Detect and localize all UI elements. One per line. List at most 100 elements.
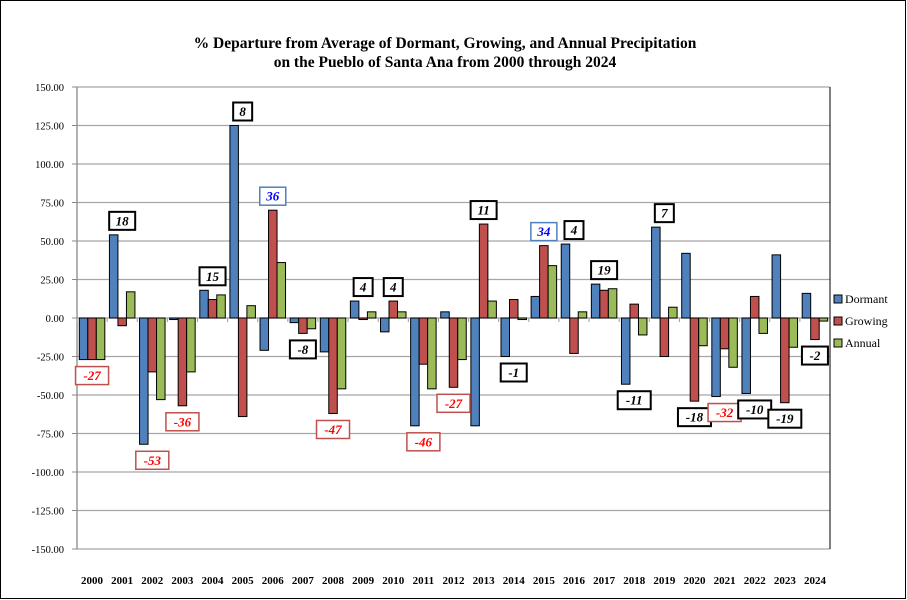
- x-tick-label: 2018: [623, 575, 646, 587]
- x-tick-label: 2006: [262, 575, 285, 587]
- bar-growing-2015: [539, 245, 549, 319]
- y-tick-label: 25.00: [40, 276, 64, 287]
- data-label-2010: 4: [382, 277, 404, 298]
- bar-dormant-2016: [560, 243, 571, 319]
- data-label-2005: 8: [232, 101, 254, 122]
- y-tick-label: 0.00: [46, 314, 64, 325]
- bar-dormant-2008: [319, 317, 330, 353]
- svg-text:15: 15: [206, 269, 220, 284]
- bar-dormant-2019: [651, 226, 661, 319]
- bar-annual-2012: [457, 317, 467, 361]
- data-label-2002: -53: [135, 450, 170, 471]
- y-tick-label: -125.00: [32, 507, 64, 518]
- data-label-2014: -1: [499, 362, 528, 383]
- svg-text:19: 19: [598, 263, 612, 278]
- bar-annual-2019: [668, 306, 678, 319]
- svg-text:4: 4: [570, 223, 578, 238]
- bar-dormant-2003: [169, 317, 179, 321]
- data-label-2006: 36: [259, 186, 287, 206]
- bar-growing-2019: [659, 317, 670, 357]
- bar-growing-2004: [207, 299, 218, 319]
- y-tick-label: 100.00: [35, 160, 64, 171]
- bar-annual-2011: [427, 317, 437, 390]
- bar-growing-2000: [87, 317, 97, 361]
- x-tick-label: 2005: [232, 575, 255, 587]
- legend-item-annual: Annual: [833, 336, 881, 350]
- chart-title-line-2: on the Pueblo of Santa Ana from 2000 thr…: [274, 54, 617, 71]
- svg-text:-36: -36: [174, 414, 192, 429]
- x-tick-label: 2023: [774, 575, 797, 587]
- bar-growing-2010: [388, 300, 399, 319]
- bar-growing-2011: [418, 317, 429, 365]
- data-label-2016: 4: [563, 220, 585, 241]
- svg-text:-10: -10: [746, 402, 764, 417]
- data-label-2024: -2: [800, 345, 829, 366]
- x-tick-label: 2016: [563, 575, 586, 587]
- x-tick-label: 2020: [683, 575, 706, 587]
- bar-annual-2006: [276, 262, 287, 319]
- svg-text:Growing: Growing: [845, 314, 888, 328]
- bar-dormant-2023: [771, 254, 782, 319]
- data-label-2021: -32: [707, 402, 742, 423]
- data-label-2013: 11: [469, 200, 498, 221]
- y-tick-label: -50.00: [37, 391, 64, 402]
- x-tick-label: 2010: [382, 575, 405, 587]
- y-tick-label: 150.00: [35, 83, 64, 94]
- bar-annual-2017: [607, 288, 618, 319]
- bar-annual-2013: [487, 300, 497, 319]
- bar-annual-2021: [728, 317, 738, 368]
- bar-annual-2007: [306, 317, 317, 330]
- bar-dormant-2018: [620, 317, 631, 385]
- svg-text:-53: -53: [144, 453, 162, 468]
- data-label-2009: 4: [352, 277, 374, 298]
- x-tick-label: 2003: [171, 575, 194, 587]
- bar-annual-2023: [788, 317, 799, 348]
- bar-annual-2004: [216, 294, 226, 319]
- bar-dormant-2002: [139, 317, 149, 445]
- svg-text:34: 34: [536, 224, 551, 239]
- x-tick-label: 2001: [111, 575, 133, 587]
- x-tick-label: 2012: [443, 575, 466, 587]
- data-label-2000: -27: [74, 365, 110, 386]
- bar-dormant-2024: [801, 292, 812, 319]
- svg-text:-27: -27: [445, 396, 463, 411]
- bar-dormant-2001: [108, 234, 119, 319]
- bar-dormant-2010: [380, 317, 390, 333]
- y-tick-label: 75.00: [40, 199, 64, 210]
- bar-dormant-2020: [681, 252, 691, 319]
- bar-growing-2014: [508, 299, 519, 319]
- y-tick-label: -25.00: [37, 353, 64, 364]
- bar-dormant-2021: [711, 317, 721, 398]
- x-tick-label: 2019: [653, 575, 676, 587]
- legend-item-growing: Growing: [833, 314, 888, 328]
- x-tick-label: 2021: [714, 575, 736, 587]
- bar-dormant-2015: [530, 295, 541, 319]
- x-tick-label: 2017: [593, 575, 616, 587]
- bar-growing-2021: [719, 317, 730, 350]
- bar-dormant-2000: [78, 317, 89, 361]
- svg-text:-8: -8: [297, 342, 308, 357]
- bar-growing-2018: [629, 303, 639, 319]
- bar-annual-2014: [517, 317, 527, 321]
- bar-growing-2022: [749, 295, 760, 319]
- svg-text:11: 11: [477, 203, 489, 218]
- y-tick-label: 50.00: [40, 237, 64, 248]
- svg-text:8: 8: [239, 104, 246, 119]
- bar-dormant-2009: [349, 300, 360, 319]
- svg-text:4: 4: [389, 280, 397, 295]
- x-tick-label: 2015: [533, 575, 556, 587]
- bar-annual-2009: [366, 311, 377, 319]
- bar-annual-2005: [246, 305, 256, 319]
- bar-annual-2002: [156, 317, 166, 401]
- bar-growing-2001: [117, 317, 127, 327]
- svg-text:-47: -47: [324, 422, 342, 437]
- bar-annual-2000: [95, 317, 106, 361]
- bar-growing-2020: [689, 317, 700, 402]
- bar-growing-2008: [328, 317, 338, 414]
- x-tick-label: 2022: [744, 575, 767, 587]
- data-label-2004: 15: [198, 266, 227, 287]
- svg-text:-32: -32: [716, 405, 734, 420]
- x-tick-label: 2000: [81, 575, 104, 587]
